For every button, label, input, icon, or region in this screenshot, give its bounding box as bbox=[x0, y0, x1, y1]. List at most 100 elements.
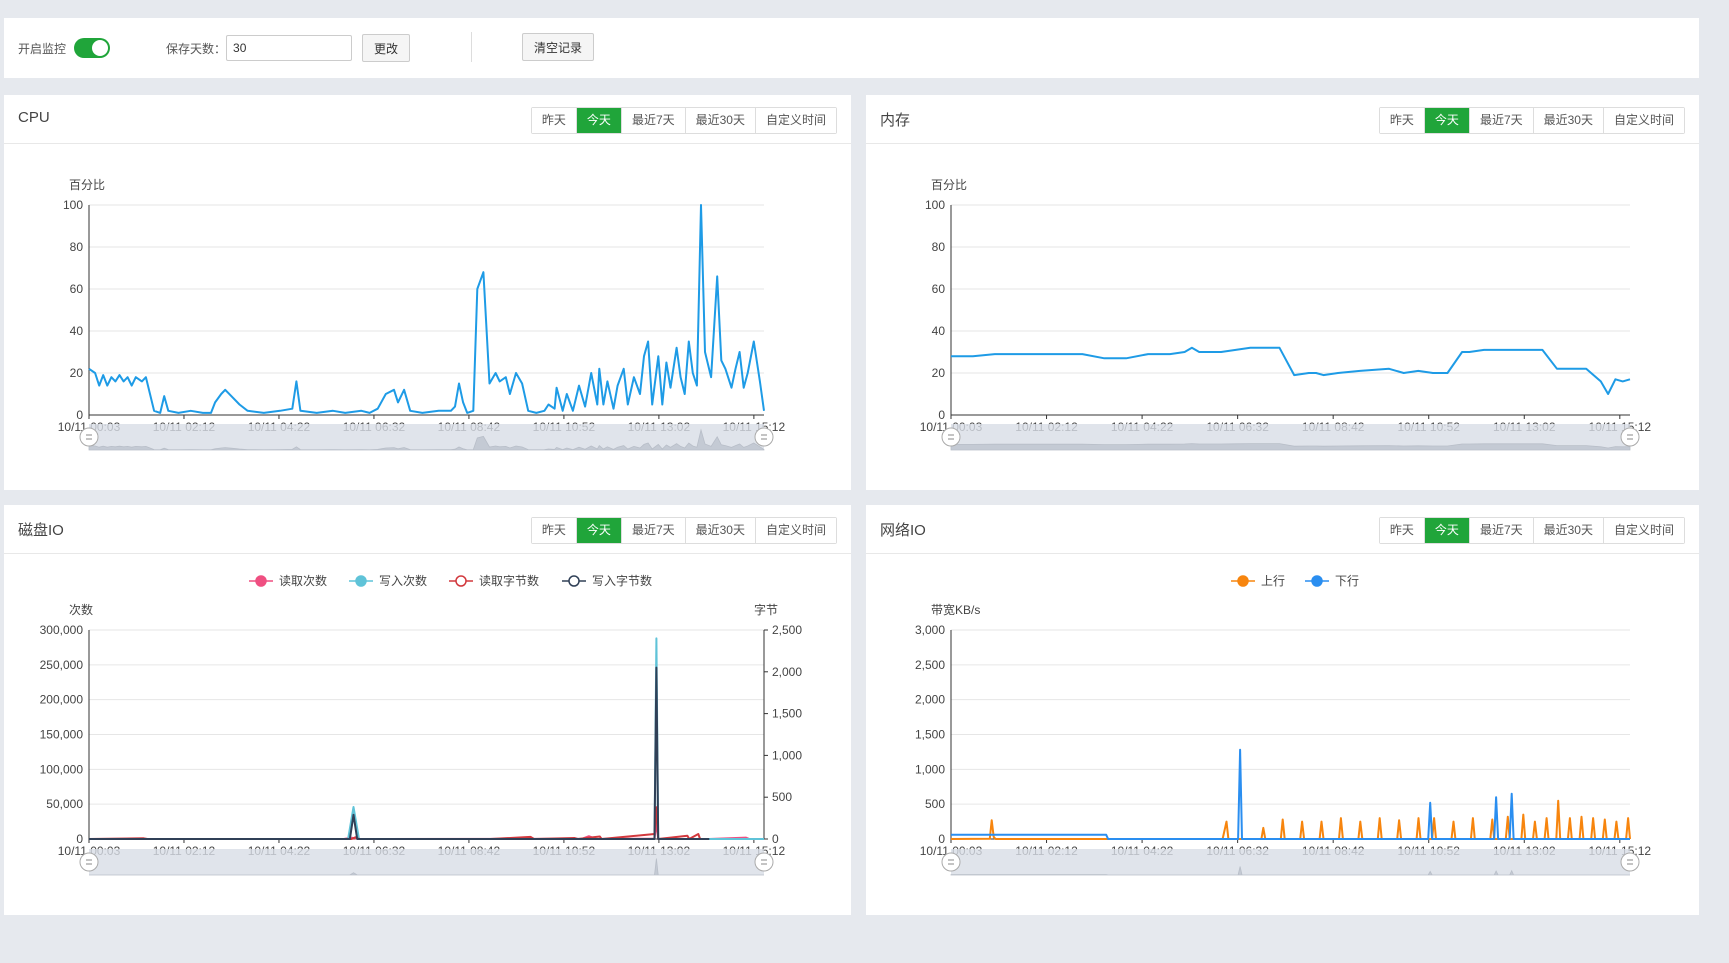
legend-label: 读取次数 bbox=[279, 573, 327, 588]
range-30days[interactable]: 最近30天 bbox=[684, 108, 755, 133]
legend-marker bbox=[1237, 575, 1249, 587]
range-7days[interactable]: 最近7天 bbox=[620, 108, 685, 133]
range-30days[interactable]: 最近30天 bbox=[684, 518, 755, 543]
zoom-handle-right[interactable] bbox=[1620, 852, 1640, 872]
zoom-slider-preview bbox=[89, 858, 764, 876]
zoom-slider-preview bbox=[950, 866, 1630, 876]
legend-label: 读取字节数 bbox=[479, 573, 539, 588]
zoom-handle-right[interactable] bbox=[1620, 427, 1640, 447]
legend-label: 写入次数 bbox=[379, 573, 427, 588]
y-tick-label-right: 500 bbox=[772, 790, 792, 804]
toggle-knob bbox=[92, 40, 109, 56]
cpu-title: CPU bbox=[18, 109, 50, 126]
memory-panel: 内存 昨天 今天 最近7天 最近30天 自定义时间 0 20 40 60 80 100 百分… bbox=[866, 95, 1699, 490]
series-line bbox=[950, 799, 1631, 840]
zoom-handle-left[interactable] bbox=[79, 852, 99, 872]
panel-header-divider bbox=[866, 553, 1699, 554]
zoom-slider-track bbox=[89, 424, 764, 450]
zoom-slider-track bbox=[951, 849, 1630, 875]
network-io-panel: 网络IO 昨天 今天 最近7天 最近30天 自定义时间 0 500 1,000 1,5… bbox=[866, 505, 1699, 915]
network-io-title: 网络IO bbox=[880, 522, 926, 539]
range-7days[interactable]: 最近7天 bbox=[620, 518, 685, 543]
y-tick-label: 80 bbox=[932, 240, 946, 254]
clear-records-button[interactable]: 清空记录 bbox=[522, 33, 595, 61]
zoom-handle-right[interactable] bbox=[754, 852, 774, 872]
zoom-handle-left[interactable] bbox=[941, 427, 961, 447]
y-axis-label: 百分比 bbox=[69, 178, 105, 192]
legend-label: 下行 bbox=[1335, 574, 1359, 588]
range-custom[interactable]: 自定义时间 bbox=[1602, 108, 1684, 133]
y-tick-label-right: 2,000 bbox=[772, 665, 802, 679]
range-today[interactable]: 今天 bbox=[1423, 518, 1469, 543]
range-7days[interactable]: 最近7天 bbox=[1468, 518, 1533, 543]
cpu-range-selector: 昨天 今天 最近7天 最近30天 自定义时间 bbox=[530, 107, 837, 134]
memory-range-selector: 昨天 今天 最近7天 最近30天 自定义时间 bbox=[1378, 107, 1685, 134]
range-yesterday[interactable]: 昨天 bbox=[531, 518, 576, 543]
y-tick-label: 80 bbox=[70, 240, 84, 254]
range-yesterday[interactable]: 昨天 bbox=[531, 108, 576, 133]
legend-marker bbox=[355, 575, 367, 587]
y-tick-label-right: 1,000 bbox=[772, 748, 802, 762]
y-axis-label: 带宽KB/s bbox=[931, 602, 980, 617]
range-30days[interactable]: 最近30天 bbox=[1532, 108, 1603, 133]
series-line bbox=[88, 204, 765, 414]
series-line bbox=[951, 748, 1630, 840]
legend-marker bbox=[455, 575, 467, 587]
range-today[interactable]: 今天 bbox=[575, 518, 621, 543]
panel-header-divider bbox=[866, 143, 1699, 144]
network-io-chart: 05001,0001,5002,0002,5003,000带宽KB/s10/11… bbox=[915, 574, 1651, 876]
y-tick-label: 20 bbox=[70, 366, 84, 380]
monitor-toggle-group: 开启监控 bbox=[18, 38, 111, 58]
series-line bbox=[89, 821, 750, 840]
range-today[interactable]: 今天 bbox=[575, 108, 621, 133]
y-tick-label-right: 0 bbox=[772, 832, 779, 846]
y-tick-label: 50,000 bbox=[46, 797, 83, 811]
memory-title: 内存 bbox=[880, 112, 911, 129]
y-tick-label: 150,000 bbox=[40, 728, 84, 742]
range-yesterday[interactable]: 昨天 bbox=[1379, 518, 1424, 543]
range-30days[interactable]: 最近30天 bbox=[1532, 518, 1603, 543]
legend-marker bbox=[568, 575, 580, 587]
change-days-button[interactable]: 更改 bbox=[362, 34, 411, 62]
range-yesterday[interactable]: 昨天 bbox=[1379, 108, 1424, 133]
y-tick-label: 1,000 bbox=[915, 762, 945, 776]
zoom-slider-preview bbox=[950, 443, 1631, 451]
series-line bbox=[89, 666, 710, 840]
y-tick-label: 20 bbox=[932, 366, 946, 380]
toolbar-divider bbox=[471, 32, 472, 62]
legend-label: 写入字节数 bbox=[592, 573, 652, 588]
monitor-toggle[interactable] bbox=[74, 38, 111, 58]
y-tick-label: 40 bbox=[70, 324, 84, 338]
legend-marker bbox=[255, 575, 267, 587]
y-tick-label: 0 bbox=[938, 408, 945, 422]
y-tick-label: 300,000 bbox=[40, 623, 84, 637]
y-tick-label: 2,000 bbox=[915, 693, 945, 707]
y-tick-label: 60 bbox=[932, 282, 946, 296]
range-custom[interactable]: 自定义时间 bbox=[754, 108, 836, 133]
zoom-slider-preview bbox=[88, 428, 765, 451]
y-tick-label: 40 bbox=[932, 324, 946, 338]
zoom-handle-left[interactable] bbox=[941, 852, 961, 872]
zoom-slider-track bbox=[89, 849, 764, 875]
days-input[interactable] bbox=[226, 35, 353, 61]
y-tick-label: 60 bbox=[70, 282, 84, 296]
y-tick-label: 500 bbox=[925, 797, 945, 811]
series-line bbox=[88, 806, 702, 840]
range-today[interactable]: 今天 bbox=[1423, 108, 1469, 133]
panel-header-divider bbox=[4, 553, 851, 554]
range-7days[interactable]: 最近7天 bbox=[1468, 108, 1533, 133]
y-tick-label-right: 1,500 bbox=[772, 707, 802, 721]
y-tick-label-right: 2,500 bbox=[772, 623, 802, 637]
range-custom[interactable]: 自定义时间 bbox=[754, 518, 836, 543]
y-tick-label: 0 bbox=[76, 832, 83, 846]
disk-io-title: 磁盘IO bbox=[18, 522, 64, 539]
zoom-handle-left[interactable] bbox=[79, 427, 99, 447]
y-tick-label: 100 bbox=[925, 198, 945, 212]
y-tick-label: 200,000 bbox=[40, 693, 84, 707]
network-range-selector: 昨天 今天 最近7天 最近30天 自定义时间 bbox=[1378, 517, 1685, 544]
range-custom[interactable]: 自定义时间 bbox=[1602, 518, 1684, 543]
y-axis-label: 次数 bbox=[69, 602, 93, 617]
disk-io-chart: 0 50,000 100,000 150,000 200,000 250,000 300,0… bbox=[40, 573, 802, 876]
zoom-handle-right[interactable] bbox=[754, 427, 774, 447]
